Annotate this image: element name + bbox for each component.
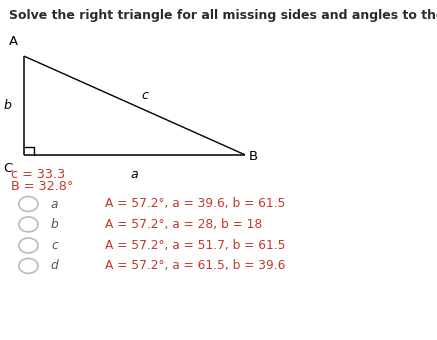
Text: c: c xyxy=(142,89,149,102)
Text: c = 33.3: c = 33.3 xyxy=(11,168,65,181)
Text: B: B xyxy=(249,150,258,163)
Text: c: c xyxy=(51,239,58,252)
Text: A = 57.2°, a = 51.7, b = 61.5: A = 57.2°, a = 51.7, b = 61.5 xyxy=(105,239,285,252)
Text: d: d xyxy=(51,259,59,272)
Text: A = 57.2°, a = 39.6, b = 61.5: A = 57.2°, a = 39.6, b = 61.5 xyxy=(105,198,285,210)
Text: Solve the right triangle for all missing sides and angles to the nearest tenth.: Solve the right triangle for all missing… xyxy=(9,8,437,21)
Text: a: a xyxy=(51,198,59,210)
Text: A = 57.2°, a = 61.5, b = 39.6: A = 57.2°, a = 61.5, b = 39.6 xyxy=(105,259,285,272)
Text: C: C xyxy=(3,162,12,174)
Text: B = 32.8°: B = 32.8° xyxy=(11,180,73,192)
Text: A = 57.2°, a = 28, b = 18: A = 57.2°, a = 28, b = 18 xyxy=(105,218,262,231)
Text: b: b xyxy=(3,99,11,112)
Text: a: a xyxy=(131,168,138,181)
Text: A: A xyxy=(9,35,17,48)
Text: b: b xyxy=(51,218,59,231)
